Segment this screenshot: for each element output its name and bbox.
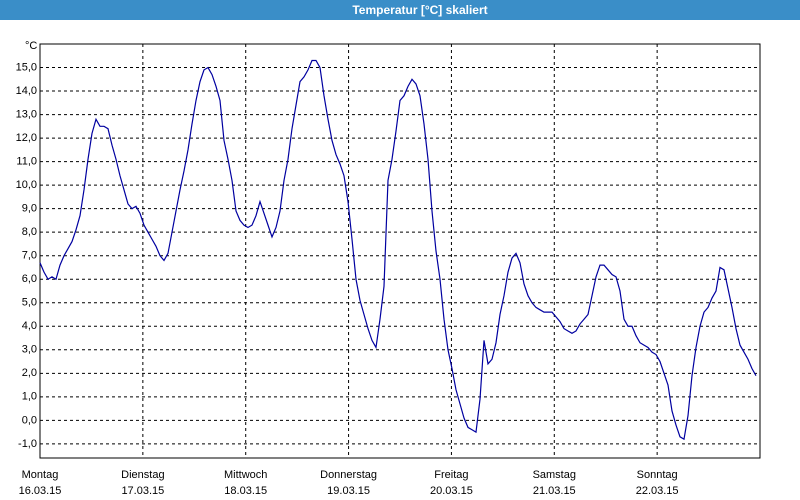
y-tick-label: 0,0 — [22, 414, 37, 426]
y-tick-label: 8,0 — [22, 226, 37, 238]
x-tick-date: 20.03.15 — [430, 485, 473, 497]
x-tick-date: 17.03.15 — [121, 485, 164, 497]
x-tick-label: Montag — [22, 469, 59, 481]
x-tick-date: 21.03.15 — [533, 485, 576, 497]
x-tick-label: Dienstag — [121, 469, 164, 481]
y-tick-label: 9,0 — [22, 203, 37, 215]
x-tick-label: Freitag — [434, 469, 468, 481]
y-tick-label: 2,0 — [22, 367, 37, 379]
y-tick-label: 7,0 — [22, 250, 37, 262]
x-tick-label: Sonntag — [637, 469, 678, 481]
line — [39, 59, 757, 441]
x-tick-date: 19.03.15 — [327, 485, 370, 497]
y-tick-label: 4,0 — [22, 320, 37, 332]
x-tick-label: Mittwoch — [224, 469, 267, 481]
y-tick-label: 11,0 — [16, 156, 37, 168]
y-tick-label: -1,0 — [18, 438, 37, 450]
chart-title: Temperatur [°C] skaliert — [352, 3, 487, 17]
y-tick-label: 12,0 — [16, 132, 37, 144]
x-tick-date: 22.03.15 — [636, 485, 679, 497]
x-tick-label: Donnerstag — [320, 469, 377, 481]
y-tick-label: 10,0 — [16, 179, 37, 191]
title-bar — [0, 0, 800, 20]
y-tick-label: 5,0 — [22, 297, 37, 309]
y-unit: °C — [25, 40, 37, 52]
x-tick-date: 18.03.15 — [224, 485, 267, 497]
x-tick-label: Samstag — [533, 469, 576, 481]
y-tick-label: 6,0 — [22, 273, 37, 285]
y-tick-label: 1,0 — [22, 391, 37, 403]
y-tick-label: 13,0 — [16, 108, 37, 120]
y-tick-label: 3,0 — [22, 344, 37, 356]
y-tick-label: 15,0 — [16, 61, 37, 73]
plot-area — [39, 43, 761, 459]
y-tick-label: 14,0 — [16, 85, 37, 97]
x-tick-date: 16.03.15 — [19, 485, 62, 497]
